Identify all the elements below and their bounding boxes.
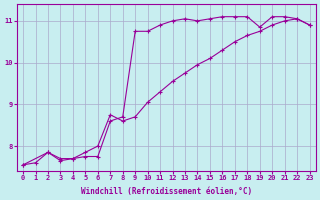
X-axis label: Windchill (Refroidissement éolien,°C): Windchill (Refroidissement éolien,°C) xyxy=(81,187,252,196)
